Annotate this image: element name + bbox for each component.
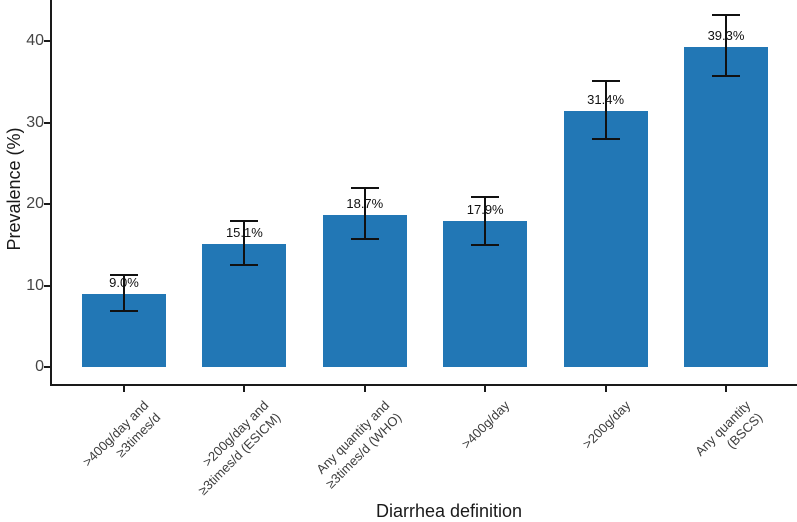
error-bar-cap-bottom	[350, 238, 379, 240]
bar	[322, 215, 407, 367]
error-bar-cap-bottom	[110, 310, 138, 312]
error-bar-line	[363, 188, 366, 239]
y-tick-label: 20	[26, 195, 44, 212]
bar-value-label: 18.7%	[346, 196, 384, 211]
error-bar-cap-bottom	[230, 264, 259, 266]
y-tick-label: 30	[26, 113, 44, 131]
x-tick-label: >400g/day and ≥3times/d	[79, 397, 164, 470]
x-tick	[243, 386, 246, 392]
error-bar-line	[243, 221, 246, 265]
bar-value-label: 31.4%	[587, 92, 625, 107]
error-bar-cap-top	[110, 274, 138, 276]
error-bar-cap-bottom	[591, 138, 620, 140]
x-tick	[484, 386, 487, 392]
y-tick	[44, 40, 50, 42]
error-bar-cap-bottom	[712, 75, 740, 77]
bar	[563, 111, 648, 367]
y-axis-spine	[50, 0, 52, 386]
error-bar-cap-top	[471, 196, 500, 198]
error-bar-cap-bottom	[471, 244, 500, 246]
x-tick	[604, 386, 607, 392]
y-tick-label: 0	[35, 358, 44, 375]
y-tick	[44, 203, 50, 205]
bar-value-label: 15.1%	[225, 225, 263, 240]
bar-value-label: 9.0%	[109, 275, 139, 290]
error-bar-cap-top	[230, 220, 259, 222]
bar-value-label: 39.3%	[707, 28, 745, 43]
error-bar-line	[484, 197, 487, 245]
y-tick	[44, 366, 50, 368]
x-tick	[123, 386, 125, 392]
bar-value-label: 17.9%	[466, 202, 504, 217]
x-tick	[725, 386, 727, 392]
y-tick-label: 40	[26, 32, 44, 49]
x-tick-label: >200g/day	[579, 397, 633, 452]
y-tick-label: 10	[26, 276, 44, 294]
error-bar-cap-top	[591, 80, 620, 82]
error-bar-cap-top	[350, 187, 379, 189]
x-axis-spine	[50, 384, 797, 386]
error-bar-line	[123, 275, 125, 311]
x-axis-title: Diarrhea definition	[375, 501, 523, 521]
x-tick-label: Any quantity (BSCS)	[692, 397, 766, 459]
error-bar-line	[604, 81, 607, 139]
error-bar-cap-top	[712, 14, 740, 16]
bar	[684, 47, 768, 367]
x-tick	[363, 386, 366, 392]
y-tick	[44, 121, 50, 124]
y-tick	[44, 284, 50, 287]
error-bar-line	[725, 15, 727, 76]
